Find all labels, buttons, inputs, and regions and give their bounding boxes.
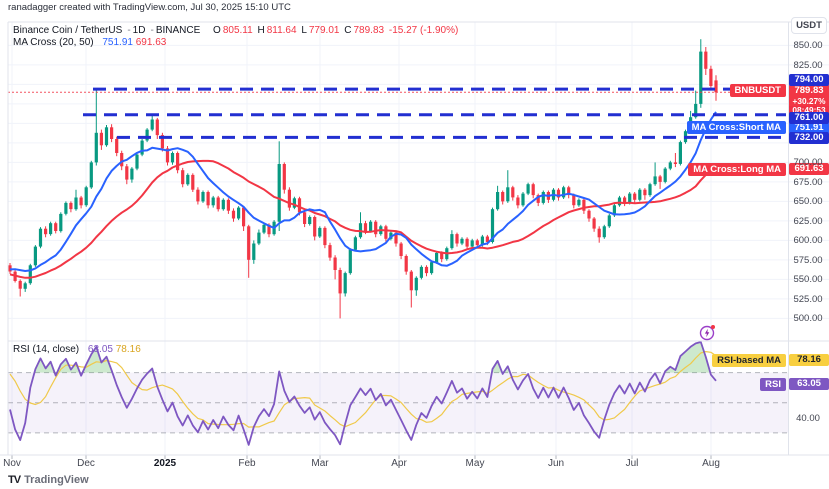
month-label: Jul: [625, 458, 639, 469]
symbol-legend[interactable]: Binance Coin / TetherUS -1D - BINANCE O 805.…: [13, 25, 460, 36]
ma-short-value: 751.91: [102, 37, 133, 48]
lightning-icon[interactable]: [699, 324, 716, 341]
high-label: H: [257, 25, 265, 36]
level-axis-badge[interactable]: 732.00: [789, 132, 829, 144]
symbol-name: Binance Coin / TetherUS: [13, 25, 123, 36]
month-label: 2025: [153, 458, 177, 469]
change-percent-axis-badge: +30.27%: [789, 97, 829, 106]
symbol-price-label-badge[interactable]: BNBUSDT: [729, 84, 786, 97]
long-ma-label-badge[interactable]: MA Cross:Long MA: [688, 163, 786, 176]
rsi-ma-label-badge[interactable]: RSI-based MA: [712, 354, 786, 367]
ma-cross-title: MA Cross (20, 50): [13, 37, 94, 48]
price-tick-label: 625.00: [793, 216, 823, 227]
rsi-tick-label: 40.00: [796, 413, 820, 424]
price-tick-label: 650.00: [793, 196, 823, 207]
interval-label: 1D: [132, 25, 146, 36]
level-axis-badge[interactable]: 794.00: [789, 74, 829, 86]
currency-toggle-button[interactable]: USDT: [791, 17, 827, 34]
rsi-ma-axis-badge[interactable]: 78.16: [789, 354, 829, 366]
close-value: 789.83: [353, 25, 385, 36]
short-ma-label-badge[interactable]: MA Cross:Short MA: [686, 121, 786, 134]
price-tick-label: 700.00: [793, 157, 823, 168]
rsi-title: RSI (14, close): [13, 344, 80, 355]
month-label: May: [465, 458, 485, 469]
exchange-label: BINANCE: [155, 25, 201, 36]
level-axis-badge[interactable]: 761.00: [789, 112, 829, 124]
month-label: Feb: [238, 458, 256, 469]
price-tick-label: 675.00: [793, 177, 823, 188]
ma-long-value: 691.63: [135, 37, 167, 48]
rsi-value: 63.05: [87, 344, 113, 355]
low-label: L: [301, 25, 307, 36]
month-label: Apr: [391, 458, 407, 469]
price-tick-label: 825.00: [793, 60, 823, 71]
last-price-axis-badge[interactable]: 789.83: [789, 84, 829, 97]
open-label: O: [213, 25, 221, 36]
legend-separator: -: [127, 25, 131, 36]
tradingview-logo-mark: TV: [8, 474, 21, 486]
legend-separator: -: [150, 25, 154, 36]
price-tick-label: 850.00: [793, 40, 823, 51]
watermark-text: ranadagger created with TradingView.com,…: [8, 2, 291, 13]
tradingview-logo-text: TradingView: [24, 474, 89, 486]
rsi-label-badge[interactable]: RSI: [760, 378, 786, 391]
rsi-legend[interactable]: RSI (14, close) 63.05 78.16: [13, 344, 141, 355]
ma-cross-legend[interactable]: MA Cross (20, 50) 751.91 691.63: [13, 37, 166, 48]
price-tick-label: 525.00: [793, 294, 823, 305]
open-value: 805.11: [222, 25, 253, 36]
month-label: Nov: [3, 458, 21, 469]
month-label: Mar: [311, 458, 329, 469]
price-tick-label: 500.00: [793, 313, 823, 324]
rsi-ma-value: 78.16: [115, 344, 141, 355]
price-tick-label: 550.00: [793, 274, 823, 285]
price-tick-label: 600.00: [793, 235, 823, 246]
long-ma-axis-badge[interactable]: 691.63: [789, 163, 829, 175]
close-label: C: [344, 25, 352, 36]
low-value: 779.01: [308, 25, 340, 36]
month-label: Jun: [547, 458, 565, 469]
rsi-axis-badge[interactable]: 63.05: [789, 378, 829, 390]
change-value: -15.27 (-1.90%): [388, 25, 459, 36]
high-value: 811.64: [266, 25, 297, 36]
month-label: Aug: [702, 458, 720, 469]
countdown-axis-badge: 08:49:53: [789, 106, 829, 115]
tradingview-logo[interactable]: TV TradingView: [8, 474, 89, 486]
price-tick-label: 575.00: [793, 255, 823, 266]
month-label: Dec: [77, 458, 95, 469]
short-ma-axis-badge[interactable]: 751.91: [789, 122, 829, 134]
